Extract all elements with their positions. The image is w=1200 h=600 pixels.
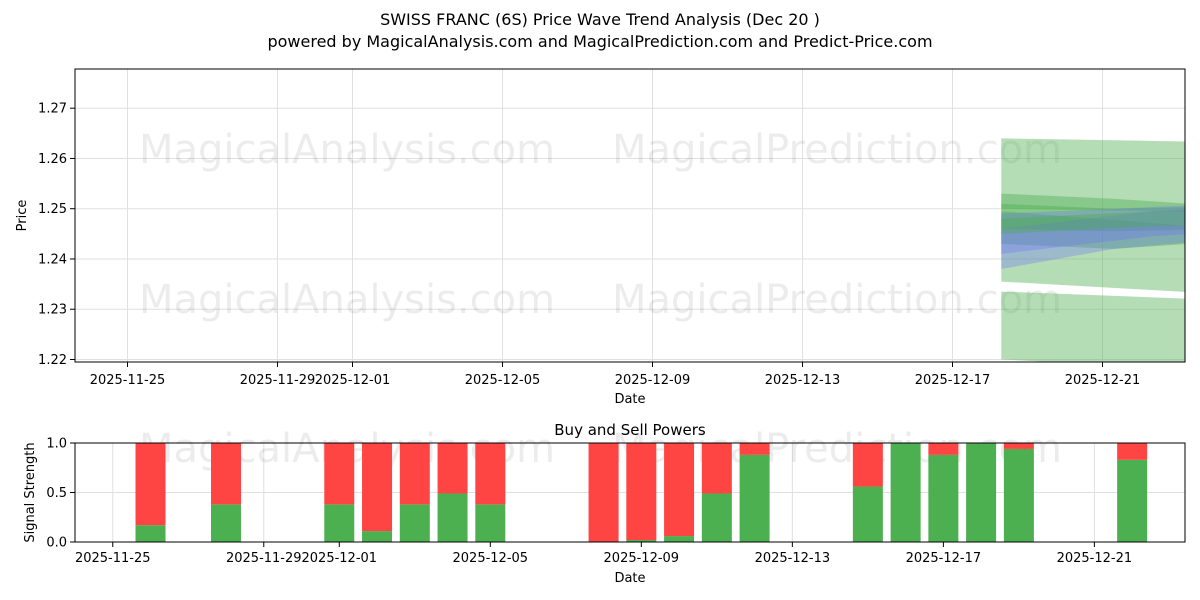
buy-bar bbox=[626, 540, 657, 542]
sell-bar bbox=[324, 443, 355, 505]
sell-bar bbox=[399, 443, 430, 505]
buy-bar bbox=[890, 443, 921, 542]
watermark-text: MagicalPrediction.com bbox=[612, 277, 1062, 323]
buy-bar bbox=[664, 536, 695, 542]
y-tick-label: 0.5 bbox=[46, 486, 67, 501]
sell-bar bbox=[701, 443, 732, 494]
sell-bar bbox=[1003, 443, 1034, 449]
x-tick-label: 2025-12-05 bbox=[465, 373, 541, 388]
x-tick-label: 2025-12-09 bbox=[604, 551, 680, 566]
y-axis-label: Signal Strength bbox=[23, 442, 38, 542]
x-tick-label: 2025-12-13 bbox=[765, 373, 841, 388]
x-tick-label: 2025-12-05 bbox=[453, 551, 529, 566]
x-tick-label: 2025-12-17 bbox=[915, 373, 991, 388]
y-axis-label: Price bbox=[15, 200, 30, 232]
buy-bar bbox=[135, 525, 166, 542]
buy-bar bbox=[399, 504, 430, 542]
x-tick-label: 2025-11-29 bbox=[240, 373, 316, 388]
green-wave-band bbox=[1001, 211, 1185, 292]
chart-title: SWISS FRANC (6S) Price Wave Trend Analys… bbox=[380, 10, 820, 29]
y-tick-label: 1.22 bbox=[38, 353, 67, 368]
buy-bar bbox=[928, 454, 959, 542]
sell-bar bbox=[1117, 443, 1148, 460]
sell-bar bbox=[588, 443, 619, 542]
blue-wave-band bbox=[1001, 205, 1185, 269]
buy-bar bbox=[362, 531, 393, 542]
x-tick-label: 2025-12-09 bbox=[615, 373, 691, 388]
chart-subtitle: powered by MagicalAnalysis.com and Magic… bbox=[267, 32, 932, 51]
buy-bar bbox=[1117, 459, 1148, 542]
buy-bar bbox=[211, 504, 242, 542]
x-axis-label: Date bbox=[614, 392, 645, 407]
green-wave-band bbox=[1001, 291, 1185, 362]
y-tick-label: 1.23 bbox=[38, 303, 67, 318]
sell-bar bbox=[437, 443, 468, 494]
watermark-text: MagicalPrediction.com bbox=[612, 127, 1062, 173]
x-tick-label: 2025-12-21 bbox=[1057, 551, 1133, 566]
x-tick-label: 2025-12-13 bbox=[755, 551, 831, 566]
price-chart: MagicalAnalysis.com MagicalPrediction.com… bbox=[15, 68, 1186, 407]
buy-bar bbox=[852, 486, 883, 542]
y-tick-label: 1.0 bbox=[46, 437, 67, 452]
x-tick-label: 2025-11-25 bbox=[90, 373, 166, 388]
sell-bar bbox=[852, 443, 883, 487]
signal-chart: Buy and Sell PowersMagicalAnalysis.comMa… bbox=[23, 421, 1186, 586]
x-tick-label: 2025-11-29 bbox=[226, 551, 302, 566]
buy-bar bbox=[739, 454, 770, 542]
x-tick-label: 2025-12-21 bbox=[1065, 373, 1141, 388]
sell-bar bbox=[626, 443, 657, 541]
x-tick-label: 2025-12-17 bbox=[906, 551, 982, 566]
green-wave-band bbox=[1001, 193, 1185, 249]
plot-frame bbox=[74, 68, 1186, 363]
sell-bar bbox=[739, 443, 770, 455]
signal-chart-title: Buy and Sell Powers bbox=[554, 421, 706, 439]
y-tick-label: 1.27 bbox=[38, 102, 67, 117]
x-axis-label: Date bbox=[614, 571, 645, 586]
x-tick-label: 2025-12-01 bbox=[302, 551, 378, 566]
watermark-text: MagicalAnalysis.com bbox=[139, 127, 555, 173]
blue-wave-band bbox=[1001, 209, 1185, 254]
watermark-text: MagicalAnalysis.com bbox=[139, 277, 555, 323]
bands-group bbox=[1001, 138, 1185, 362]
y-tick-label: 1.26 bbox=[38, 152, 67, 167]
green-wave-band bbox=[1001, 138, 1185, 212]
buy-bar bbox=[701, 493, 732, 542]
x-tick-label: 2025-11-25 bbox=[75, 551, 151, 566]
y-tick-label: 1.24 bbox=[38, 252, 67, 267]
sell-bar bbox=[928, 443, 959, 455]
buy-bar bbox=[966, 443, 997, 542]
x-tick-label: 2025-12-01 bbox=[315, 373, 391, 388]
sell-bar bbox=[475, 443, 506, 505]
sell-bar bbox=[135, 443, 166, 526]
y-tick-label: 1.25 bbox=[38, 202, 67, 217]
buy-bar bbox=[324, 504, 355, 542]
buy-bar bbox=[437, 493, 468, 542]
green-wave-band bbox=[1001, 210, 1185, 234]
sell-bar bbox=[664, 443, 695, 537]
buy-bar bbox=[475, 504, 506, 542]
green-wave-band bbox=[1001, 203, 1185, 232]
buy-bar bbox=[1003, 448, 1034, 542]
y-tick-label: 0.0 bbox=[46, 536, 67, 551]
sell-bar bbox=[362, 443, 393, 532]
sell-bar bbox=[211, 443, 242, 505]
